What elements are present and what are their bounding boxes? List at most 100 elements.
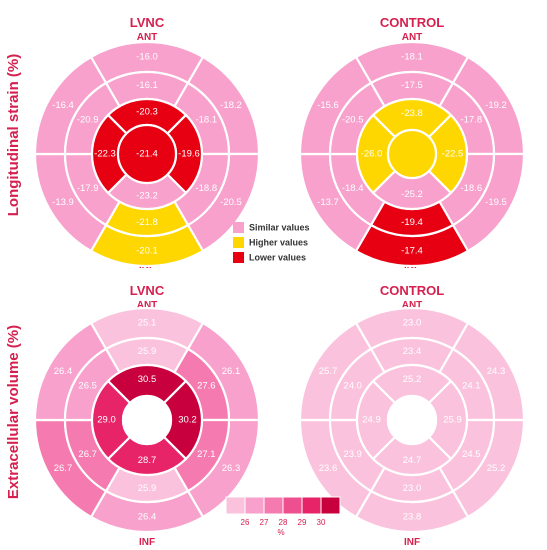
legend-label-similar: Similar values: [249, 223, 310, 233]
segment-value-basal-5: 26.7: [54, 463, 73, 474]
segment-value-basal-4: 23.8: [403, 512, 422, 523]
bullseye-ecv-lvnc: 25.1 26.1 26.3 26.4 26.7 26.4 25.9 27.6 27.1 25.9…: [33, 306, 261, 534]
segment-value-mid-6: -20.9: [77, 114, 99, 125]
segment-value-apical-2: -22.5: [442, 149, 464, 160]
segment-value-mid-4: 23.0: [403, 483, 422, 494]
segment-value-mid-5: -17.9: [77, 183, 99, 194]
segment-value-basal-1: 25.1: [138, 318, 157, 329]
segment-value-mid-4: -19.4: [401, 217, 423, 228]
colorbar-cell-3: [263, 496, 284, 515]
segment-value-basal-6: -16.4: [52, 100, 74, 111]
segment-value-basal-2: -18.2: [220, 100, 242, 111]
segment-value-basal-3: 26.3: [222, 463, 241, 474]
legend-swatch-higher: [233, 237, 244, 248]
segment-value-basal-2: 24.3: [487, 366, 506, 377]
colorbar-tick-28: 28: [279, 518, 288, 527]
segment-apex: [386, 128, 438, 180]
segment-value-basal-3: 25.2: [487, 463, 506, 474]
segment-value-apical-4: 24.9: [362, 415, 381, 426]
segment-value-basal-5: -13.9: [52, 197, 74, 208]
segment-value-mid-3: -18.8: [195, 183, 217, 194]
segment-value-mid-1: -16.1: [136, 80, 158, 91]
segment-value-basal-5: 23.6: [319, 463, 338, 474]
segment-value-apical-4: 29.0: [97, 415, 116, 426]
bullseye-ecv-control: 23.0 24.3 25.2 23.8 23.6 25.7 23.4 24.1 24.5 23.0…: [298, 306, 526, 534]
segment-apex: [121, 394, 173, 446]
colorbar-tick-29: 29: [298, 518, 307, 527]
segment-value-mid-5: 23.9: [343, 449, 362, 460]
segment-value-mid-2: 27.6: [197, 380, 216, 391]
colorbar-tick-26: 26: [241, 518, 250, 527]
bullseye-strain-control: -18.1 -19.2 -19.5 -17.4 -13.7 -15.6 -17.5 -17.8…: [298, 40, 526, 268]
panel-title-strain-lvnc: LVNC: [130, 15, 165, 30]
colorbar-cell-5: [301, 496, 322, 515]
segment-value-apical-1: 25.2: [403, 374, 422, 385]
segment-value-mid-3: 24.5: [462, 449, 481, 460]
segment-value-basal-2: -19.2: [485, 100, 507, 111]
row-label-strain: Longitudinal strain (%): [5, 54, 22, 217]
segment-value-apical-2: 25.9: [443, 415, 462, 426]
segment-value-apical-4: -26.0: [361, 149, 383, 160]
segment-value-mid-5: 26.7: [78, 449, 97, 460]
colorbar-tick-30: 30: [317, 518, 326, 527]
segment-value-basal-1: -18.1: [401, 52, 423, 63]
segment-value-basal-3: -19.5: [485, 197, 507, 208]
colorbar-unit: %: [277, 528, 284, 537]
segment-value-mid-3: 27.1: [197, 449, 216, 460]
segment-value-mid-4: 25.9: [138, 483, 157, 494]
segment-value-mid-1: 25.9: [138, 346, 157, 357]
segment-value-mid-5: -18.4: [342, 183, 364, 194]
colorbar-cell-1: [225, 496, 246, 515]
segment-value-apical-3: -25.2: [401, 189, 423, 200]
segment-value-mid-2: -18.1: [195, 114, 217, 125]
segment-value-basal-2: 26.1: [222, 366, 241, 377]
segment-value-basal-6: 26.4: [54, 366, 73, 377]
segment-value-basal-5: -13.7: [317, 197, 339, 208]
segment-value-mid-1: 23.4: [403, 346, 422, 357]
segment-apex: [386, 394, 438, 446]
segment-value-apical-2: -19.6: [178, 149, 200, 160]
segment-value-basal-6: 25.7: [319, 366, 338, 377]
row-label-ecv: Extracellular volume (%): [5, 325, 22, 499]
panel-top-ecv-lvnc: ANT: [137, 300, 158, 311]
ecv-colorbar: 26 27 28 29 30: [225, 496, 341, 527]
segment-value-mid-6: 26.5: [78, 380, 97, 391]
segment-value-mid-2: 24.1: [462, 380, 481, 391]
segment-value-apex: -21.4: [136, 149, 158, 160]
colorbar-tick-27: 27: [260, 518, 269, 527]
segment-value-apical-4: -22.3: [94, 149, 116, 160]
segment-value-basal-3: -20.5: [220, 197, 242, 208]
panel-top-strain-lvnc: ANT: [137, 32, 158, 43]
panel-title-strain-control: CONTROL: [380, 15, 444, 30]
panel-top-strain-control: ANT: [402, 32, 423, 43]
segment-value-apical-1: 30.5: [138, 374, 157, 385]
segment-value-mid-3: -18.6: [460, 183, 482, 194]
segment-apex: [116, 123, 178, 185]
segment-value-basal-6: -15.6: [317, 100, 339, 111]
panel-title-ecv-control: CONTROL: [380, 283, 444, 298]
segment-value-apical-3: 28.7: [138, 455, 157, 466]
segment-value-basal-4: -17.4: [401, 246, 423, 257]
segment-value-mid-1: -17.5: [401, 80, 423, 91]
segment-value-basal-4: -20.1: [136, 246, 158, 257]
segment-value-mid-2: -17.8: [460, 114, 482, 125]
segment-value-basal-1: -16.0: [136, 52, 158, 63]
legend-label-lower: Lower values: [249, 253, 306, 263]
panel-title-ecv-lvnc: LVNC: [130, 283, 165, 298]
segment-value-apical-2: 30.2: [178, 415, 197, 426]
legend-swatch-similar: [233, 222, 244, 233]
colorbar-cell-2: [244, 496, 265, 515]
segment-value-apical-1: -20.3: [136, 107, 158, 118]
segment-value-apical-3: 24.7: [403, 455, 422, 466]
segment-value-mid-6: -20.5: [342, 114, 364, 125]
legend-label-higher: Higher values: [249, 238, 308, 248]
panel-bottom-ecv-lvnc: INF: [139, 537, 155, 548]
legend-swatch-lower: [233, 252, 244, 263]
panel-bottom-ecv-control: INF: [404, 537, 420, 548]
panel-top-ecv-control: ANT: [402, 300, 423, 311]
segment-value-mid-4: -21.8: [136, 217, 158, 228]
segment-value-apical-1: -23.8: [401, 108, 423, 119]
colorbar-cell-4: [282, 496, 303, 515]
segment-value-mid-6: 24.0: [343, 380, 362, 391]
